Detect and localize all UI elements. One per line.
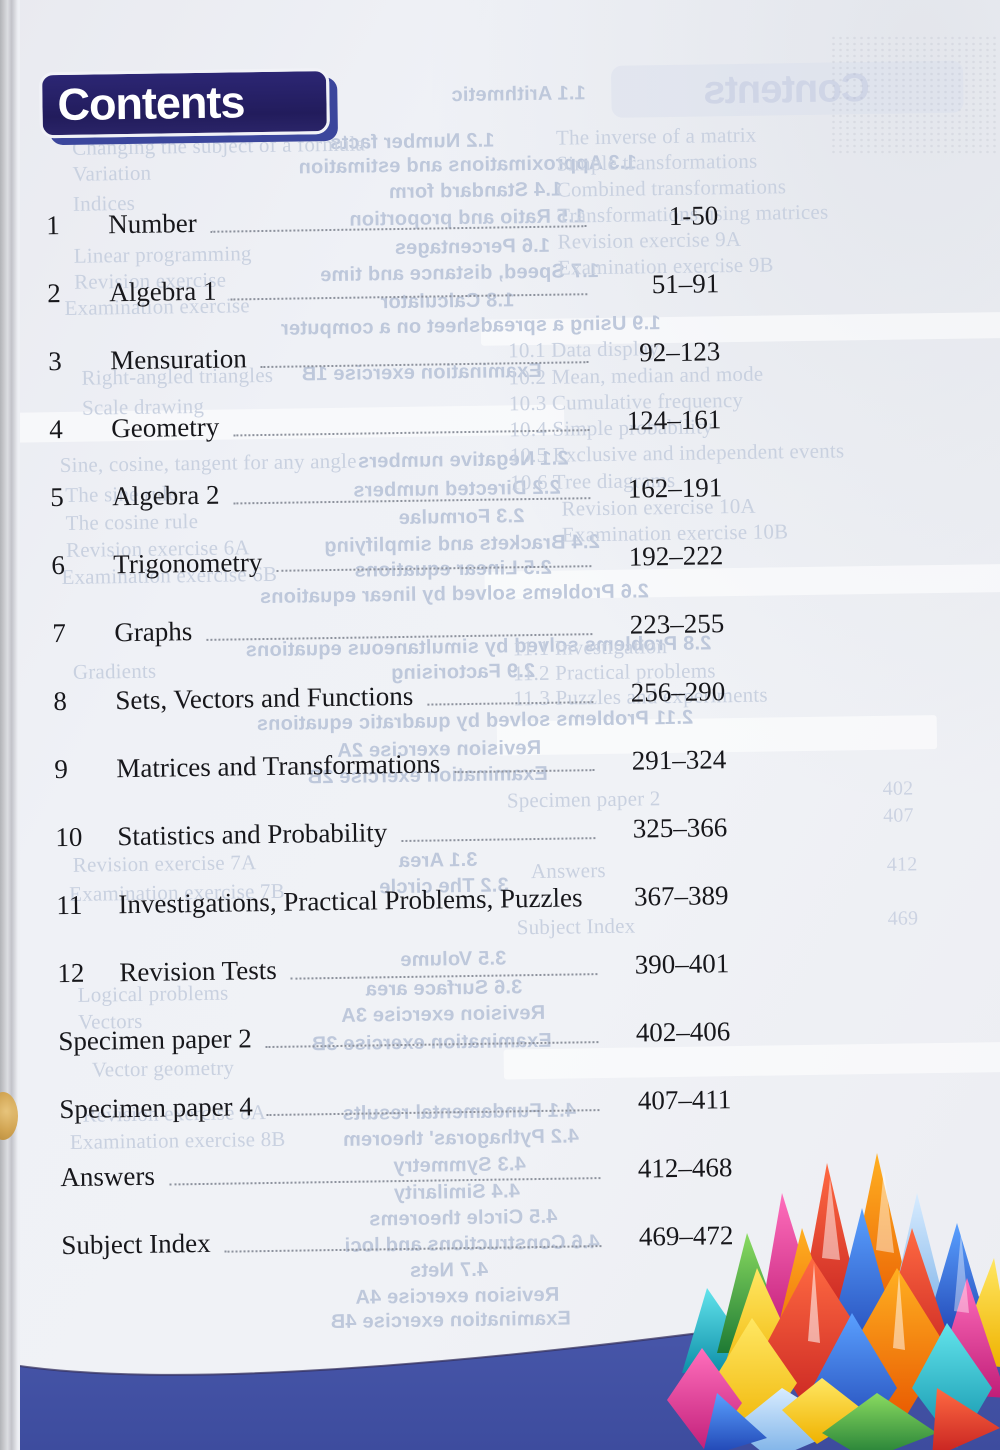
toc-entry-title: Algebra 1 [109,275,217,308]
ghost-text: Variation [72,160,152,186]
ghost-text-mirrored: 1.4 Standard form [388,178,563,204]
dotted-leader [266,1109,600,1117]
toc-entry-number: 10 [55,821,83,853]
dotted-leader [427,701,594,706]
ghost-text: Revision exercise 7A [72,850,257,877]
toc-entry-pages: 291–324 [631,744,727,776]
toc-entry-title: Number [108,207,197,240]
toc-entry-pages: 192–222 [628,540,724,572]
ghost-page-number: 412 [886,853,918,876]
toc-entry-number: 9 [54,753,69,785]
page-edge-blemish [0,1092,18,1140]
ghost-text-mirrored: 4.7 Nets [409,1258,489,1282]
ghost-text: Linear programming [73,241,252,268]
toc-entry-pages: 367–389 [633,880,729,912]
ghost-text: Sine, cosine, tangent for any angle [59,448,357,478]
toc-entry-pages: 124–161 [626,404,722,436]
ghost-text: The cosine rule [65,508,199,535]
toc-entry-pages: 92–123 [638,336,721,368]
dotted-leader [265,1041,599,1049]
dotted-leader [210,225,587,233]
toc-entry-pages: 162–191 [627,472,723,504]
ghost-text: Subject Index [516,913,636,940]
ghost-text-mirrored: 4.2 Pythagoras' theorem [342,1125,580,1151]
ghost-text-mirrored: 1.6 Percentages [394,234,551,260]
toc-entry-pages: 256–290 [630,676,726,708]
ghost-text-mirrored: 2.3 Formulae [398,505,525,530]
toc-entry-number: 2 [47,278,61,309]
toc-entry-title: Matrices and Transformations [116,748,441,784]
toc-entry-number: 12 [57,957,85,989]
toc-entry-number: 1 [46,210,60,241]
toc-entry: 12 Revision Tests 390–401 [57,948,729,989]
toc-entry-pages: 51–91 [651,268,720,300]
toc-entry-number: 7 [52,617,67,649]
dotted-leader [276,565,592,572]
ghost-text-mirrored: 3.1 Area [398,848,478,873]
scan-noise-texture [830,35,1000,155]
toc-entry: Answers 412–468 [60,1152,732,1193]
toc-entry-pages: 407–411 [637,1084,732,1116]
toc-entry: 9 Matrices and Transformations 291–324 [54,744,726,785]
dotted-leader [290,973,598,980]
toc-entry: Subject Index 469–472 [61,1220,733,1261]
toc-entry-number: 11 [56,889,83,921]
toc-entry-number: 6 [51,549,66,581]
toc-entry-title: Revision Tests [119,954,277,988]
toc-entry-number: 5 [50,481,65,513]
toc-entry-pages: 223–255 [629,608,725,640]
toc-entry-title: Statistics and Probability [117,817,388,852]
origami-paper-flowers [667,1153,1000,1450]
toc-entry-title: Geometry [111,411,220,444]
toc-entry-title: Answers [60,1160,156,1193]
ghost-text: The inverse of a matrix [555,122,757,150]
ghost-text: Simple transformations [556,148,758,176]
contents-banner: Contents [38,68,330,139]
dotted-leader [206,633,593,641]
dotted-leader [454,769,595,774]
ghost-text: Gradients [72,658,157,684]
toc-entry-title: Mensuration [110,343,247,376]
dotted-leader [233,497,591,505]
toc-entry-title: Trigonometry [113,547,263,580]
toc-entry-number: 8 [53,685,68,717]
ghost-text-mirrored: 1.1 Arithmetic [451,82,586,107]
page-edge-shadow [0,0,20,1450]
toc-entry: 10 Statistics and Probability 325–366 [55,812,727,853]
ghost-text: Specimen paper 2 [506,786,661,813]
dotted-leader [224,1245,602,1253]
toc-entry-pages: 1-50 [668,200,719,231]
ghost-page-number: 402 [882,777,914,800]
toc-entry-pages: 325–366 [632,812,728,844]
dotted-leader [230,293,588,301]
ghost-page-number: 469 [887,907,919,930]
ghost-text: Examination exercise 8B [69,1126,286,1154]
toc-entry-number: 3 [48,345,63,377]
toc-entry-number: 4 [49,413,64,445]
ghost-text: Answers [530,857,606,884]
dotted-leader [168,1177,601,1186]
ghost-text: Vector geometry [91,1055,235,1082]
toc-entry-title: Specimen paper 4 [59,1091,254,1125]
ghost-page-number: 407 [882,804,914,827]
bleed-through-layer: Contents 1.1 Arithmetic 1.2 Number facts 1… [0,0,1000,1333]
toc-entry-title: Graphs [114,616,193,648]
ghost-text-mirrored: 2.6 Problems solved by linear equations [259,580,649,609]
toc-entry-title: Subject Index [61,1227,211,1261]
toc-entry-title: Specimen paper 2 [58,1023,253,1057]
dotted-leader [233,429,590,437]
toc-entry-title: Sets, Vectors and Functions [115,680,414,716]
toc-entry: Specimen paper 4 407–411 [59,1084,731,1125]
ghost-text: 10.5 Exclusive and independent events [509,438,845,468]
page-title: Contents [57,76,245,131]
toc-entry-title: Algebra 2 [112,479,220,512]
toc-entry-pages: 402–406 [635,1016,731,1048]
toc-entry-pages: 390–401 [634,948,730,980]
dotted-leader [401,837,596,843]
ghost-text: Combined transformations [556,174,787,202]
dotted-leader [260,361,589,369]
